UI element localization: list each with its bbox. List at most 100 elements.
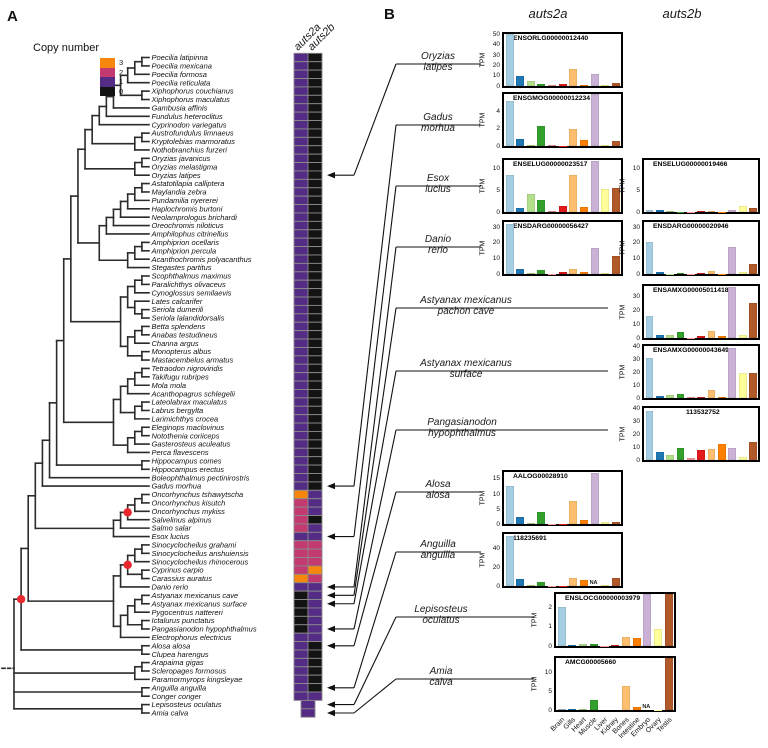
tpm-chart-ENSDARG00000056427: ENSDARG00000056427 0 10 20 30 TPM (480, 220, 623, 278)
heatmap-cell-auts2a (293, 103, 309, 113)
bar-testis (611, 187, 620, 212)
heatmap-cell-auts2a (293, 683, 309, 693)
y-axis-tick-label: 0 (548, 706, 552, 714)
species-label: Lateolabrax maculatus (152, 398, 228, 407)
species-label: Gadus morhua (152, 482, 202, 491)
heatmap-cell-auts2a (293, 657, 309, 668)
y-axis-tick-label: 2 (548, 603, 552, 611)
species-label: Neolamprologus brichardi (152, 213, 238, 222)
bar-heart (578, 644, 588, 646)
gene-id-label: ENSLOCG00000003979 (565, 595, 641, 602)
heatmap-cell-auts2b (307, 439, 323, 449)
callout-genus-line: Pangasianodon (427, 416, 497, 428)
species-label: Austrofundulus limnaeus (151, 129, 234, 138)
callout-species-label: Amia calva (429, 666, 452, 689)
heatmap-cell-auts2a (293, 313, 309, 323)
heatmap-cell-auts2a (293, 599, 309, 609)
heatmap-cell-auts2a (293, 254, 309, 264)
heatmap-cell-auts2b (307, 346, 323, 357)
heatmap-cell-auts2a (293, 229, 309, 239)
bar-ovary (601, 144, 610, 146)
species-label: Poecilia latipinna (152, 53, 208, 62)
species-label: Acanthochromis polyacanthus (151, 255, 252, 264)
heatmap-cell-auts2b (307, 582, 323, 592)
species-label: Clupea harengus (152, 650, 209, 659)
species-label: Amphilophus citrinellus (151, 230, 229, 239)
y-axis-tick-label: 30 (492, 51, 500, 59)
bar-gills (516, 138, 525, 146)
callout-species-label: Gadus morhua (421, 112, 455, 135)
bar-intestine (579, 520, 588, 524)
heatmap-cell-auts2b (307, 464, 323, 474)
heatmap-cell-auts2a (293, 304, 309, 315)
heatmap-cell-auts2a (293, 94, 309, 105)
heatmap-cell-auts2b (307, 657, 323, 668)
callout-genus-line: Gadus (423, 111, 453, 123)
callout-species-line: rerio (427, 245, 449, 256)
bar-gills (655, 272, 664, 274)
heatmap-cell-auts2a (293, 195, 309, 206)
y-axis-tick-label: 0 (496, 142, 500, 150)
callout-line (353, 124, 397, 487)
callout-line (353, 429, 397, 630)
heatmap-cell-auts2b (307, 557, 323, 567)
species-label: Notothenia coriiceps (152, 431, 220, 440)
y-axis-tick-label: 10 (632, 255, 640, 263)
species-label: Gambusia affinis (152, 104, 208, 113)
callout-species-label: Danio rerio (425, 234, 451, 257)
bar-ovary (738, 206, 747, 212)
bar-intestine (579, 207, 588, 212)
callout-species-label: Anguilla anguilla (420, 539, 456, 562)
species-label: Oryzias melastigma (152, 162, 218, 171)
legend-value-label: 0 (119, 86, 124, 96)
heatmap-cell-auts2b (307, 481, 323, 491)
y-axis-tick-label: 30 (632, 417, 640, 425)
callout-line (353, 246, 397, 588)
bar-ovary (601, 522, 610, 524)
y-axis-tick-label: 0 (548, 642, 552, 650)
callout-line (353, 616, 397, 705)
heatmap-cell-auts2b (307, 313, 323, 323)
y-axis-tick-label: 10 (632, 320, 640, 328)
y-axis-tick-label: 20 (492, 563, 500, 571)
heatmap-cell-auts2a (293, 204, 309, 214)
y-axis-tick-label: 30 (632, 292, 640, 300)
bar-brain (557, 606, 566, 646)
y-axis-tick-label: 40 (492, 41, 500, 49)
bar-heart (666, 334, 674, 338)
species-label: Salvelinus alpinus (152, 515, 212, 524)
bar-gills (568, 645, 577, 646)
heatmap-cell-auts2a (293, 271, 309, 281)
bar-embryo (590, 248, 599, 274)
callout-arrowhead (327, 625, 335, 633)
callout-arrowhead (327, 171, 335, 179)
callout-genus-line: Lepisosteus (414, 603, 468, 615)
y-axis-title: TPM (479, 112, 487, 128)
species-label: Scophthalmus maximus (152, 272, 232, 281)
heatmap-cell-auts2a (293, 464, 309, 474)
heatmap-cell-auts2a (293, 439, 309, 449)
bar-brain (645, 410, 654, 460)
callout-species-line: surface (449, 369, 483, 380)
bar-bones (569, 269, 578, 274)
bar-muscle (676, 448, 685, 460)
species-label: Astyanax mexicanus cave (151, 591, 239, 600)
tpm-chart-ENSDARG00000020946: ENSDARG00000020946 0 10 20 30 TPM (620, 220, 760, 278)
heatmap-cell-auts2a (293, 414, 309, 424)
bar-embryo (590, 73, 599, 86)
auts2b-column-header: auts2b (662, 6, 702, 21)
tpm-chart-ENSORLG00000012440: ENSORLG00000012440 0 10 20 30 40 50 TPM (480, 31, 623, 90)
heatmap-cell-auts2a (293, 624, 309, 634)
bar-intestine (718, 336, 726, 338)
heatmap-cell-auts2a (293, 355, 309, 365)
callout-species-label: Astyanax mexicanus surface (420, 358, 512, 381)
bar-bones (569, 174, 578, 212)
y-axis-tick-label: 0 (496, 208, 500, 216)
heatmap-cell-auts2b (307, 254, 323, 264)
heatmap-cell-auts2a (293, 296, 309, 306)
species-label: Hippocampus erectus (152, 465, 225, 474)
callout-genus-line: Oryzias (421, 50, 455, 62)
bar-kidney (697, 336, 706, 338)
species-label: Pangasianodon hypophthalmus (152, 625, 257, 634)
